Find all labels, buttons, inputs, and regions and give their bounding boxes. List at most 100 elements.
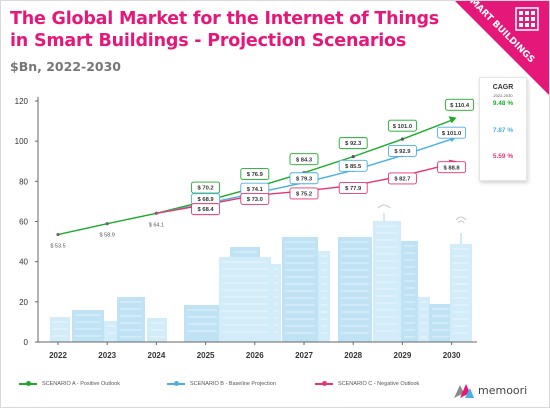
data-label: $ 85.5: [345, 164, 362, 170]
data-label-box: [289, 172, 319, 185]
wifi-signal-icon: [455, 216, 467, 224]
legend-item-scenario-a: SCENARIO A - Positive Outlook: [19, 381, 120, 387]
x-tick-label: 2026: [246, 351, 264, 360]
data-label: $ 84.3: [296, 157, 313, 163]
data-label: $ 74.1: [247, 187, 264, 193]
chart-axes: 0 20 40 60 80 100 120 2022 2023 2024 2025 2026 2027 2…: [15, 97, 477, 360]
data-label-box: [240, 192, 270, 205]
data-label-box: [437, 161, 467, 174]
smart-buildings-corner-badge: SMART BUILDINGS: [454, 1, 549, 96]
y-tick-label: 20: [19, 298, 28, 307]
data-label-box: [289, 153, 319, 166]
historic-value-label: $ 64.1: [149, 222, 164, 228]
x-tick-label: 2028: [344, 351, 362, 360]
legend-item-scenario-c: SCENARIO C - Negative Outlook: [315, 381, 419, 387]
skyline-building: [282, 237, 318, 342]
city-skyline-illustration: [50, 204, 472, 342]
series-point: [351, 155, 355, 159]
data-label-box: [338, 137, 368, 150]
data-label-box: [437, 126, 467, 139]
memoori-logo: memoori: [453, 381, 527, 399]
cagr-value-scenario-a: 9.48 %: [492, 100, 514, 107]
skyline-building: [184, 305, 220, 342]
x-tick-label: 2023: [98, 351, 116, 360]
skyline-building: [117, 297, 145, 342]
x-tick-label: 2030: [443, 351, 461, 360]
page-title: The Global Market for the Internet of Th…: [10, 9, 440, 51]
y-tick-label: 120: [15, 97, 29, 106]
corner-ribbon: SMART BUILDINGS: [455, 1, 549, 95]
x-tick-label: 2022: [49, 351, 67, 360]
data-label: $ 110.4: [450, 103, 470, 109]
memoori-logo-icon: [454, 384, 474, 398]
data-label: $ 79.3: [296, 176, 313, 182]
data-label: $ 101.0: [393, 124, 412, 130]
y-tick-label: 40: [19, 258, 28, 267]
data-label: $ 77.9: [345, 186, 362, 192]
data-label: $ 75.2: [296, 192, 312, 198]
data-label: $ 68.9: [198, 197, 215, 203]
skyline-building: [318, 251, 330, 342]
historic-value-label: $ 53.5: [50, 244, 65, 250]
wifi-signal-icon: [377, 204, 391, 209]
building-grid-icon: [515, 7, 539, 31]
historic-value-label: $ 58.9: [100, 233, 115, 239]
skyline-building: [104, 321, 118, 342]
data-label: $ 76.9: [247, 172, 264, 178]
y-tick-label: 80: [19, 177, 28, 186]
y-tick-label: 60: [19, 218, 28, 227]
data-label: $ 88.8: [444, 165, 461, 171]
series-arrow-head: [448, 116, 457, 124]
x-tick-label: 2025: [197, 351, 215, 360]
page-subtitle: $Bn, 2022-2030: [10, 59, 121, 74]
data-label-box: [240, 168, 270, 181]
data-label-box: [338, 182, 368, 195]
skyline-building: [271, 264, 281, 342]
x-tick-label: 2027: [295, 351, 313, 360]
legend-label-c: SCENARIO C - Negative Outlook: [338, 381, 420, 387]
data-label: $ 92.9: [394, 149, 411, 155]
legend-swatch-a: [19, 381, 37, 386]
skyline-building: [401, 241, 418, 342]
data-label-box: [387, 144, 417, 157]
skyline-building: [373, 221, 401, 342]
data-label-box: [191, 203, 221, 216]
skyline-building: [50, 317, 70, 342]
data-label: $ 82.7: [394, 177, 410, 183]
y-tick-label: 0: [24, 338, 29, 347]
data-label-box: [289, 187, 319, 200]
skyline-building: [450, 244, 472, 342]
x-tick-label: 2024: [148, 351, 166, 360]
y-tick-label: 100: [15, 137, 29, 146]
cagr-value-scenario-b: 7.87 %: [492, 127, 514, 134]
legend-label-a: SCENARIO A - Positive Outlook: [42, 381, 120, 387]
cagr-title: CAGR: [492, 84, 514, 91]
data-label-box: [445, 98, 475, 111]
data-label-box: [387, 172, 417, 185]
historic-point: [105, 222, 109, 226]
cagr-value-scenario-c: 5.59 %: [492, 153, 514, 160]
skyline-building: [338, 237, 372, 342]
legend-label-b: SCENARIO B - Baseline Projection: [190, 381, 276, 387]
data-label: $ 68.4: [198, 207, 215, 213]
data-label-box: [191, 181, 221, 194]
chart-data-labels: $ 53.5 $ 58.9 $ 64.1 $ 70.2 $ 76.9 $ 84.3 $ 92…: [50, 98, 475, 250]
skyline-building: [219, 257, 271, 342]
legend-swatch-b: [167, 381, 185, 386]
data-label: $ 101.0: [442, 131, 461, 137]
skyline-building: [418, 297, 430, 342]
x-tick-label: 2029: [394, 351, 412, 360]
data-label-box: [387, 119, 417, 132]
historic-point: [56, 232, 60, 237]
legend-swatch-c: [315, 381, 333, 386]
cagr-period: 2022-2030: [493, 93, 513, 98]
data-label: $ 92.3: [345, 141, 362, 147]
series-point: [400, 137, 404, 141]
cagr-panel: CAGR 2022-2030 9.48 % 7.87 % 5.59 %: [479, 77, 527, 181]
data-label-box: [338, 159, 368, 172]
data-label: $ 70.2: [198, 186, 214, 192]
legend-item-scenario-b: SCENARIO B - Baseline Projection: [167, 381, 276, 387]
memoori-logo-text: memoori: [478, 383, 528, 397]
